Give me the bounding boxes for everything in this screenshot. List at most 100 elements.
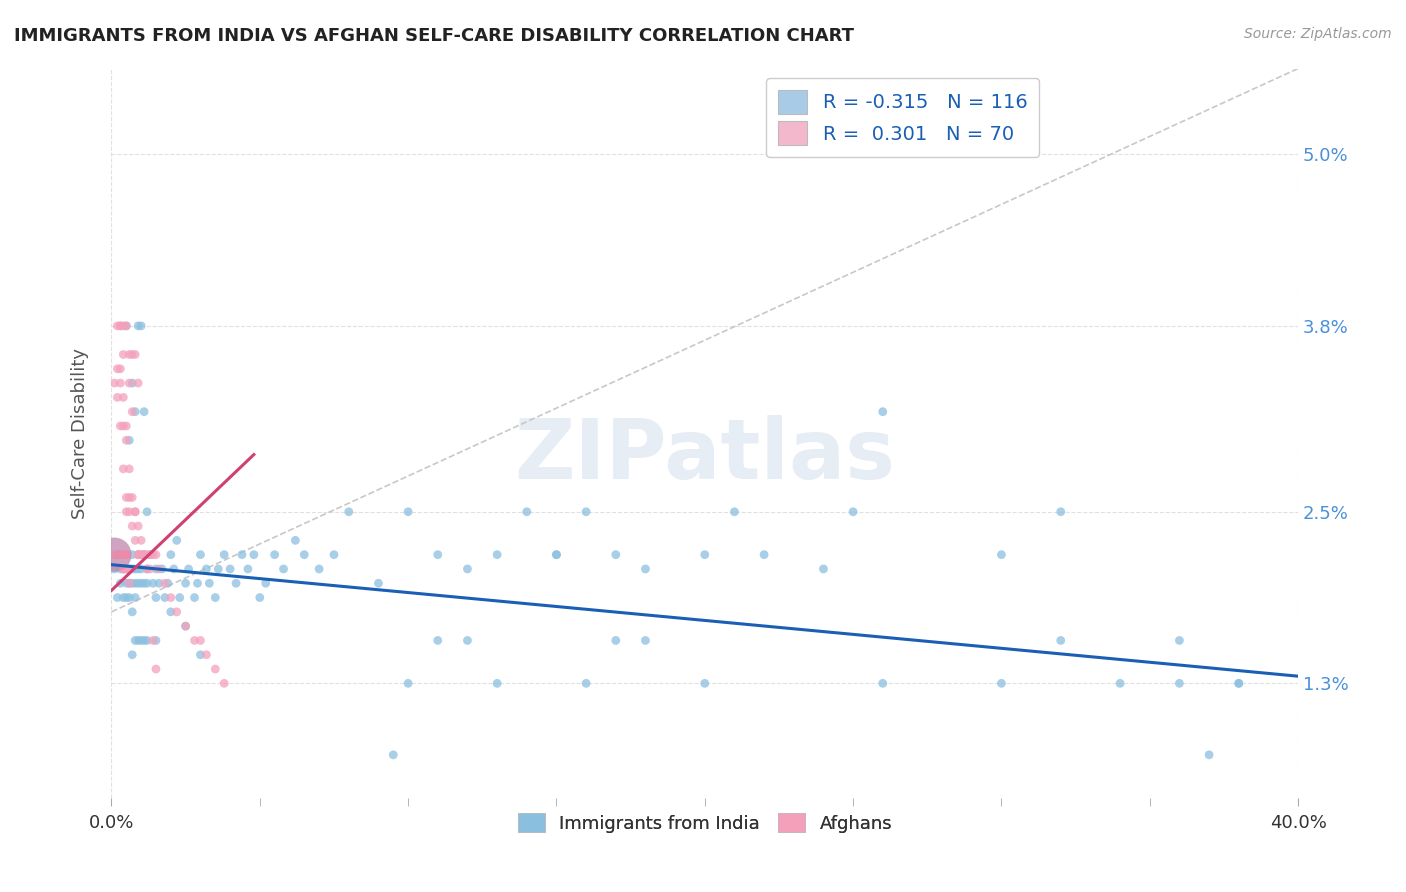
Point [153,576,176,591]
Point [605,548,627,562]
Point [121,347,143,361]
Point [174,576,197,591]
Point [174,619,197,633]
Point [105,591,128,605]
Point [148,562,170,576]
Point [105,548,128,562]
Point [169,591,191,605]
Point [752,548,775,562]
Point [273,562,295,576]
Point [136,576,159,591]
Point [145,548,167,562]
Point [127,562,149,576]
Point [634,633,657,648]
Point [872,405,894,419]
Point [1109,676,1132,690]
Point [115,419,138,434]
Point [132,548,155,562]
Point [121,491,143,505]
Point [254,576,277,591]
Point [129,562,152,576]
Point [142,576,165,591]
Point [121,605,143,619]
Point [110,419,132,434]
Point [127,576,149,591]
Point [456,633,478,648]
Point [127,548,149,562]
Point [323,548,346,562]
Point [115,491,138,505]
Point [121,576,143,591]
Point [118,347,141,361]
Point [118,434,141,448]
Point [139,548,162,562]
Point [132,405,155,419]
Point [132,633,155,648]
Point [132,576,155,591]
Point [516,505,538,519]
Point [1168,633,1191,648]
Point [195,648,218,662]
Point [124,505,146,519]
Point [110,318,132,333]
Point [605,633,627,648]
Point [129,576,152,591]
Point [121,376,143,390]
Point [183,591,205,605]
Point [129,533,152,548]
Point [1168,676,1191,690]
Point [115,434,138,448]
Point [367,576,389,591]
Point [190,633,212,648]
Point [382,747,405,762]
Point [112,548,135,562]
Point [813,562,835,576]
Point [118,576,141,591]
Point [132,548,155,562]
Point [110,318,132,333]
Point [103,562,125,576]
Point [212,676,235,690]
Point [693,548,716,562]
Point [112,419,135,434]
Point [115,562,138,576]
Point [1227,676,1250,690]
Point [129,548,152,562]
Point [103,548,125,562]
Point [105,318,128,333]
Point [124,633,146,648]
Point [575,505,598,519]
Point [842,505,865,519]
Text: Source: ZipAtlas.com: Source: ZipAtlas.com [1244,27,1392,41]
Point [127,519,149,533]
Point [136,548,159,562]
Point [249,591,271,605]
Point [124,562,146,576]
Point [1227,676,1250,690]
Point [166,533,188,548]
Point [127,548,149,562]
Point [115,548,138,562]
Point [145,633,167,648]
Point [136,505,159,519]
Point [129,633,152,648]
Point [148,576,170,591]
Point [112,318,135,333]
Point [121,519,143,533]
Point [112,347,135,361]
Point [159,605,181,619]
Point [575,676,598,690]
Point [183,633,205,648]
Point [118,562,141,576]
Point [110,576,132,591]
Point [1198,747,1220,762]
Point [112,562,135,576]
Point [634,562,657,576]
Point [546,548,568,562]
Point [198,576,221,591]
Point [219,562,242,576]
Point [127,633,149,648]
Point [115,318,138,333]
Point [118,491,141,505]
Point [231,548,253,562]
